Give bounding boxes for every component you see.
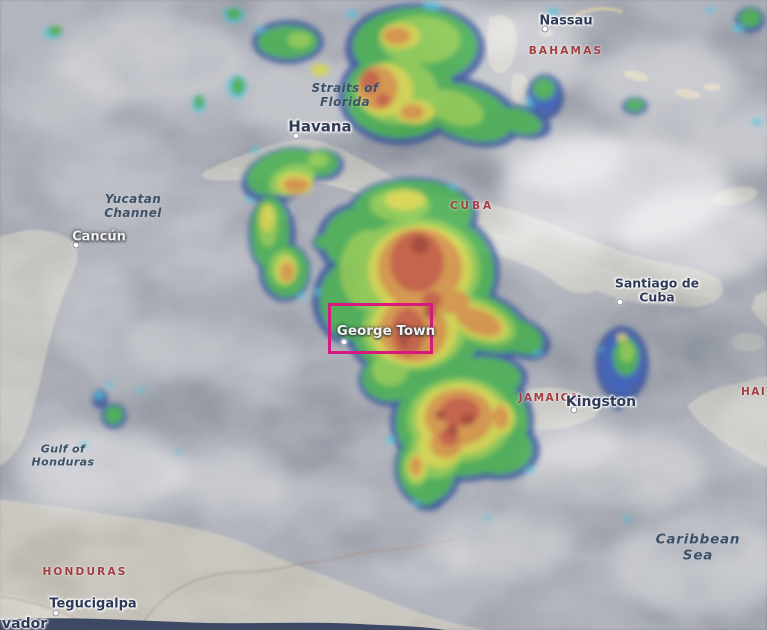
bottom-dark-strip [0,618,445,630]
radar-overlay [43,2,765,522]
